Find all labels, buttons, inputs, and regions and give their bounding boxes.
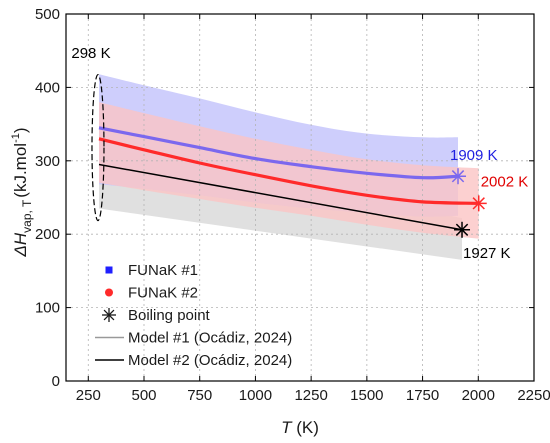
funak1-boiling-point-marker [450, 168, 467, 185]
y-tick-label: 200 [35, 226, 60, 243]
annotation-1927k: 1927 K [463, 245, 511, 262]
y-tick-label: 300 [35, 153, 60, 170]
y-axis-title-sup: -1 [10, 133, 22, 143]
legend-label: Boiling point [128, 307, 211, 324]
x-tick-label: 2000 [462, 387, 495, 404]
x-tick-label: 750 [187, 387, 212, 404]
legend-item: Boiling point [102, 307, 211, 324]
grid-layer [66, 14, 535, 381]
x-tick-label: 250 [76, 387, 101, 404]
x-tick-label: 1500 [350, 387, 383, 404]
markers-layer [450, 168, 487, 238]
legend-label: Model #1 (Ocádiz, 2024) [128, 330, 292, 347]
y-tick-label: 100 [35, 300, 60, 317]
y-tick-label: 0 [52, 373, 60, 390]
legend: FUNaK #1 FUNaK #2 Boiling point Model #1 (O… [95, 262, 292, 369]
y-axis-title: ΔHvap, T(kJ.mol-1) [10, 127, 34, 257]
y-axis-title-sub: vap, T [20, 199, 34, 233]
asterisk-stroke [451, 170, 465, 183]
x-tick-label: 1750 [406, 387, 439, 404]
funak1-line [98, 126, 459, 180]
funak2-line [98, 137, 479, 205]
model2-line [98, 163, 463, 231]
ticks-layer: 250 500 750 1000 1250 1500 1750 2000 2250 0 100 200… [35, 6, 550, 404]
annotation-2002k: 2002 K [481, 173, 529, 190]
svg-text:T (K): T (K) [281, 418, 319, 437]
legend-item: FUNaK #1 [105, 262, 198, 279]
legend-label: FUNaK #2 [128, 285, 198, 302]
plot-frame [65, 13, 535, 382]
annotations-layer: 1909 K 2002 K 1927 K 298 K [71, 45, 528, 262]
x-tick-label: 2250 [517, 387, 550, 404]
legend-label: FUNaK #1 [128, 262, 198, 279]
asterisk-stroke [103, 309, 115, 321]
legend-item: Model #2 (Ocádiz, 2024) [95, 352, 292, 369]
legend-asterisk-marker [102, 308, 116, 322]
y-axis-title-unit-a: (kJ.mol [11, 143, 30, 198]
legend-item: FUNaK #2 [105, 285, 198, 302]
asterisk-stroke [472, 197, 485, 210]
annotation-298k-ellipse [91, 73, 105, 222]
funak2-uncertainty-band [99, 102, 479, 239]
asterisk-stroke [455, 223, 469, 236]
funak2-boiling-point-marker [470, 195, 487, 212]
y-tick-label: 400 [35, 79, 60, 96]
legend-label: Model #2 (Ocádiz, 2024) [128, 352, 292, 369]
annotation-1909k: 1909 K [450, 147, 498, 164]
bands-layer [99, 74, 479, 260]
x-tick-label: 1250 [294, 387, 327, 404]
annotation-298k: 298 K [71, 45, 110, 62]
x-axis-title-var: T [281, 418, 293, 437]
svg-text:ΔHvap, T(kJ.mol-1): ΔHvap, T(kJ.mol-1) [10, 127, 34, 257]
legend-circle-marker [105, 288, 113, 297]
plot-border [65, 13, 535, 382]
legend-square-marker [105, 266, 113, 274]
y-axis-title-delta: ΔH [11, 232, 30, 257]
y-axis-title-unit-b: ) [11, 127, 30, 133]
x-tick-label: 500 [131, 387, 156, 404]
model2-boiling-point-marker [454, 221, 471, 238]
x-axis-title-unit: (K) [296, 418, 319, 437]
legend-item: Model #1 (Ocádiz, 2024) [95, 330, 292, 347]
lines-layer [98, 126, 479, 231]
y-tick-label: 500 [35, 6, 60, 23]
x-tick-label: 1000 [239, 387, 272, 404]
x-axis-title: T (K) [281, 418, 319, 437]
